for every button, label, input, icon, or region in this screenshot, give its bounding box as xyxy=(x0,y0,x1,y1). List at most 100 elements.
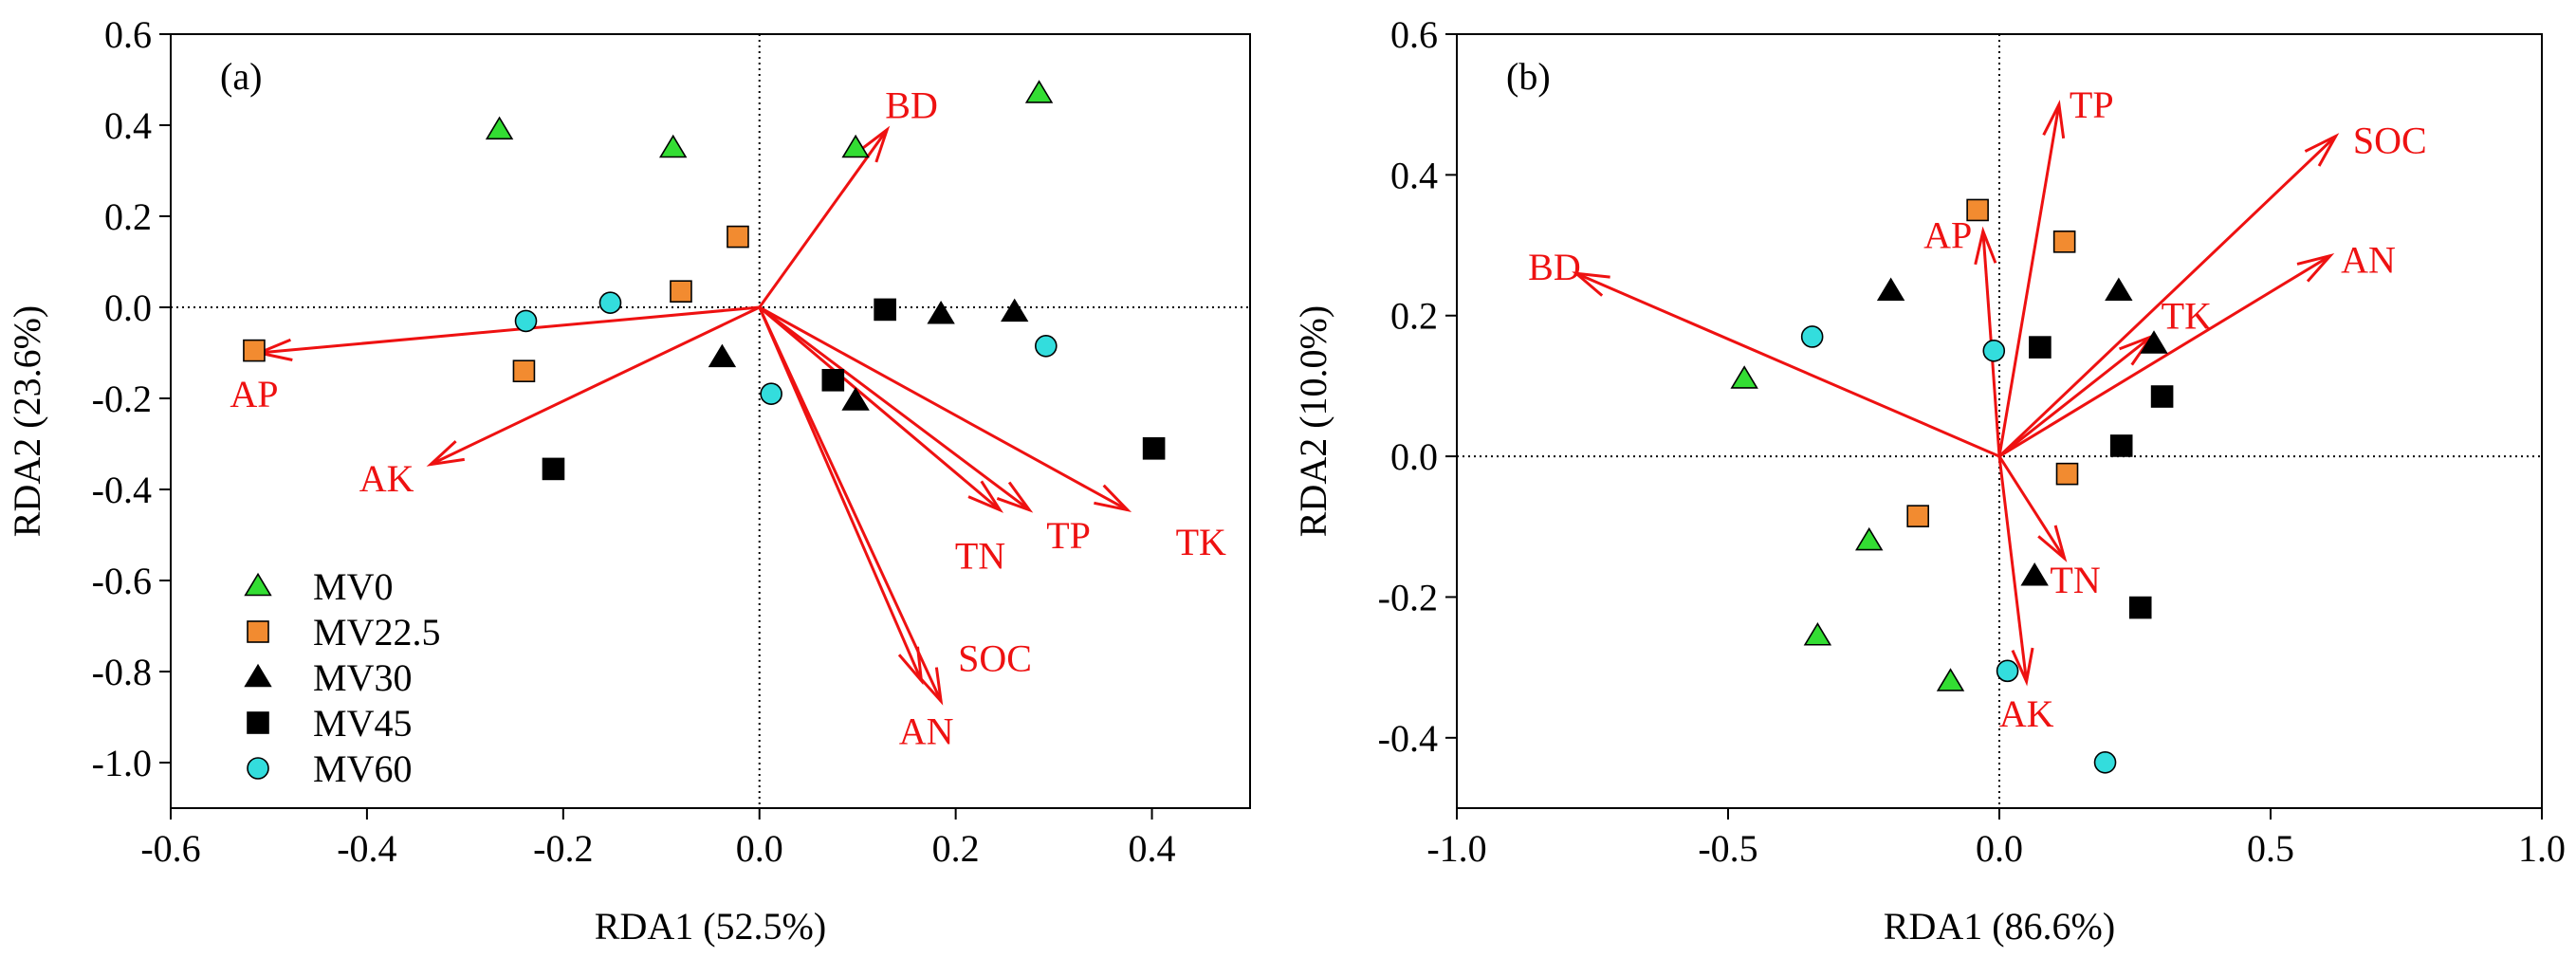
data-point xyxy=(727,225,749,249)
series-mv0 xyxy=(1730,365,1965,691)
data-point xyxy=(1982,340,2006,362)
y-tick-label: -0.4 xyxy=(92,469,152,511)
vector-ap: AP xyxy=(230,305,760,415)
data-point xyxy=(2140,330,2168,354)
vector-arrowhead xyxy=(996,481,1034,513)
x-axis-title: RDA1 (86.6%) xyxy=(1884,905,2115,948)
data-point xyxy=(1876,277,1905,302)
series-mv60 xyxy=(1800,325,2117,774)
vector-label: SOC xyxy=(2353,119,2427,161)
data-point xyxy=(1800,325,1824,348)
data-point xyxy=(874,298,896,322)
panel-label: (a) xyxy=(220,55,262,98)
vector-label: TN xyxy=(2050,559,2100,601)
vector-label: AP xyxy=(1923,213,1972,256)
vector-line xyxy=(758,305,1031,511)
y-tick-label: 0.2 xyxy=(1390,295,1438,338)
y-tick-label: 0.2 xyxy=(104,195,152,238)
vector-line xyxy=(1997,135,2337,458)
data-point xyxy=(1966,198,1989,222)
vector-an: AN xyxy=(1998,238,2396,458)
data-point xyxy=(708,343,737,368)
data-point xyxy=(542,457,565,481)
legend-marker xyxy=(244,572,272,597)
vector-line xyxy=(258,305,760,355)
vector-arrowhead xyxy=(2037,525,2068,562)
vector-arrowhead xyxy=(2296,253,2335,283)
vector-ak: AK xyxy=(1997,455,2054,735)
x-tick-label: 0.0 xyxy=(1976,827,2023,870)
vector-label: TN xyxy=(955,535,1005,578)
y-tick-label: -1.0 xyxy=(92,742,152,784)
data-point xyxy=(1024,80,1054,103)
x-tick-label: -0.5 xyxy=(1698,827,1757,870)
data-point xyxy=(2020,562,2049,586)
data-point xyxy=(1035,334,1058,358)
data-point xyxy=(514,309,538,333)
data-point xyxy=(1855,526,1884,551)
series-mv22-5 xyxy=(1906,198,2079,527)
legend-marker xyxy=(244,663,272,688)
legend-label: MV30 xyxy=(313,656,412,699)
vector-label: AN xyxy=(899,709,954,752)
vector-ap: AP xyxy=(1923,213,2001,457)
y-tick-label: 0.4 xyxy=(104,104,152,147)
series-mv0 xyxy=(485,80,1054,158)
vector-label: TK xyxy=(2162,295,2212,338)
y-tick-label: -0.4 xyxy=(1378,717,1438,760)
vector-arrowhead xyxy=(916,667,944,706)
vector-line xyxy=(1998,254,2331,458)
vector-label: AK xyxy=(1999,692,2054,735)
data-point xyxy=(1001,298,1029,322)
vector-arrowhead xyxy=(1094,484,1132,513)
y-tick-label: -0.2 xyxy=(1378,576,1438,618)
y-tick-label: -0.2 xyxy=(92,378,152,420)
vector-line xyxy=(1997,103,2061,457)
legend-label: MV45 xyxy=(313,702,412,745)
vector-tn: TN xyxy=(758,305,1005,578)
vector-soc: SOC xyxy=(758,306,1032,686)
data-point xyxy=(512,359,536,383)
vector-line xyxy=(758,305,1002,511)
vector-arrowhead xyxy=(967,480,1004,513)
vector-tk: TK xyxy=(1998,295,2212,458)
data-point xyxy=(760,382,782,406)
vector-line xyxy=(1997,455,2029,682)
y-axis-title: RDA2 (10.0%) xyxy=(1292,305,1334,537)
legend-marker xyxy=(247,757,269,780)
legend-label: MV22.5 xyxy=(313,611,440,654)
y-tick-label: 0.0 xyxy=(1390,435,1438,478)
vector-line xyxy=(1997,455,2066,560)
data-point xyxy=(2029,336,2052,359)
vector-line xyxy=(430,305,761,466)
data-point xyxy=(1996,659,2019,683)
vector-label: BD xyxy=(885,83,938,126)
vector-label: SOC xyxy=(958,637,1032,680)
rda-panel-b: -1.0 -0.5 0.0 0.5 1.0 0.6 0.4 0.2 0.0 -0.2 -0.4 RDA… xyxy=(1292,13,2566,948)
vector-label: AK xyxy=(359,457,414,500)
x-tick-label: 1.0 xyxy=(2518,827,2566,870)
data-point xyxy=(1142,436,1166,460)
x-tick-label: 0.4 xyxy=(1129,827,1176,870)
legend-label: MV60 xyxy=(313,747,412,790)
vector-label: TK xyxy=(1176,521,1226,563)
vector-ak: AK xyxy=(359,305,761,500)
vector-arrowhead xyxy=(426,440,465,467)
series-mv45 xyxy=(542,298,1166,481)
y-tick-label: 0.6 xyxy=(1390,13,1438,56)
vector-arrowhead xyxy=(1572,271,1610,297)
vector-label: TP xyxy=(1046,514,1091,557)
panel-label: (b) xyxy=(1506,55,1551,98)
data-point xyxy=(1803,622,1832,646)
data-point xyxy=(821,368,845,392)
x-tick-label: -1.0 xyxy=(1426,827,1486,870)
vector-bd: BD xyxy=(1528,246,2000,458)
x-tick-label: -0.2 xyxy=(533,827,593,870)
vector-arrowhead xyxy=(1974,226,1997,266)
vector-line xyxy=(759,305,1129,511)
data-point xyxy=(670,280,692,304)
legend-marker xyxy=(247,711,269,734)
data-point xyxy=(243,339,266,362)
vector-label: AP xyxy=(230,373,278,415)
